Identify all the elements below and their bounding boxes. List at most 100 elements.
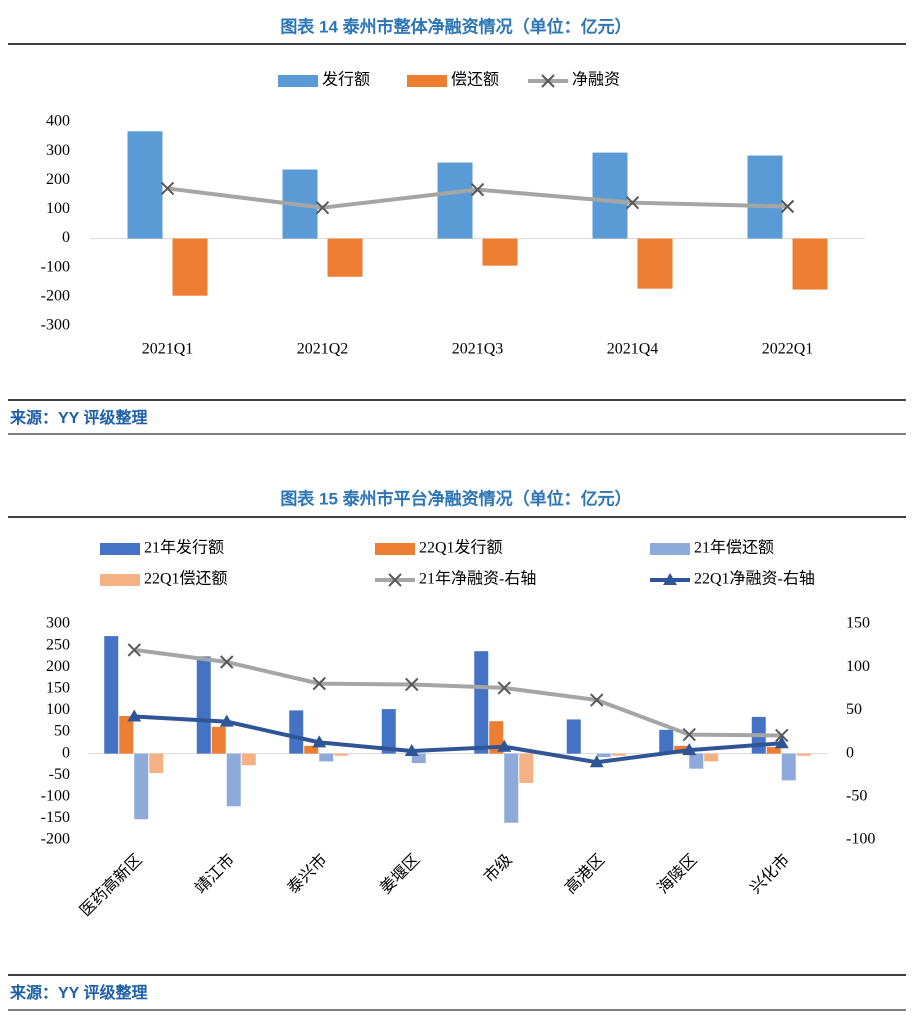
y-tick-label: 100 (46, 701, 70, 718)
line-marker (497, 681, 511, 695)
line-marker (312, 735, 327, 748)
bar (211, 726, 226, 754)
bar (796, 753, 811, 756)
y-tick-label: 200 (46, 658, 70, 675)
x-tick-label: 高港区 (561, 851, 608, 898)
line-marker (405, 677, 419, 692)
x-tick-label: 2021Q3 (452, 341, 504, 358)
y-tick-label: 200 (46, 171, 70, 188)
bar (781, 753, 796, 781)
y-tick-label: 0 (62, 744, 70, 761)
y-tick-label: 100 (46, 200, 70, 217)
bar (659, 729, 674, 754)
line-marker (470, 182, 485, 197)
line (134, 714, 782, 765)
y-tick-label: 250 (46, 636, 70, 653)
y-tick-label: -200 (41, 831, 70, 848)
x-tick-label: 2021Q1 (142, 341, 194, 358)
y-tick-label: -100 (41, 787, 70, 804)
bar (611, 753, 626, 756)
line (133, 647, 782, 738)
line-marker (774, 736, 789, 749)
legend-marker (541, 74, 555, 88)
y2-tick-label: 50 (846, 701, 862, 718)
legend-label: 偿还额 (451, 71, 499, 89)
bar (226, 753, 241, 807)
y-tick-label: -200 (41, 288, 70, 305)
bar (689, 753, 704, 769)
bar (327, 238, 363, 277)
legend-marker (663, 573, 677, 585)
line-marker (682, 727, 696, 742)
line-marker (780, 199, 795, 214)
bar (596, 753, 611, 758)
y-tick-label: 300 (46, 615, 70, 632)
bar (196, 656, 211, 754)
x-tick-label: 市级 (480, 851, 515, 886)
y2-tick-label: 0 (846, 744, 854, 761)
figure-title: 图表 14 泰州市整体净融资情况（单位：亿元） (280, 16, 631, 36)
bar (127, 131, 163, 239)
legend-label: 净融资 (572, 71, 620, 89)
y-tick-label: 0 (62, 229, 70, 246)
source: 来源：YY 评级整理 (9, 983, 148, 1002)
bar (304, 745, 319, 754)
legend-label: 22Q1发行额 (419, 539, 503, 557)
line-marker (497, 739, 512, 752)
line-marker (312, 676, 326, 691)
y2-tick-label: 150 (846, 615, 870, 632)
x-tick-label: 靖江市 (191, 851, 238, 898)
bar (149, 753, 164, 774)
bar (504, 753, 519, 823)
bar (411, 753, 426, 764)
x-tick-label: 兴化市 (746, 851, 793, 898)
line-marker (590, 693, 604, 707)
bar (704, 753, 719, 762)
x-tick-label: 医药高新区 (76, 851, 145, 920)
y-tick-label: 50 (54, 723, 70, 740)
bar (474, 651, 489, 754)
legend-label: 22Q1净融资-右轴 (694, 570, 815, 588)
y2-tick-label: -100 (846, 831, 875, 848)
x-tick-label: 海陵区 (654, 851, 701, 898)
y2-tick-label: 100 (846, 658, 870, 675)
bar (104, 636, 119, 754)
legend-marker (388, 573, 402, 587)
y2-tick-label: -50 (846, 787, 867, 804)
x-tick-label: 姜堰区 (376, 851, 423, 898)
line-marker (219, 714, 234, 727)
bar (766, 747, 781, 754)
bar (792, 238, 828, 290)
bar (437, 162, 473, 239)
legend-swatch (375, 543, 415, 555)
line-marker (160, 181, 175, 196)
legend-swatch (650, 543, 690, 555)
legend-label: 21年发行额 (144, 539, 224, 557)
bar (482, 238, 518, 266)
bar (566, 719, 581, 754)
bar (134, 753, 149, 820)
y-tick-label: -100 (41, 258, 70, 275)
legend-swatch (100, 543, 140, 555)
bar (747, 155, 783, 239)
y-tick-label: 150 (46, 679, 70, 696)
bar (637, 238, 673, 289)
bar (289, 710, 304, 754)
bar (592, 152, 628, 239)
line-marker (127, 643, 141, 657)
legend-label: 发行额 (322, 71, 370, 89)
bar (119, 716, 134, 754)
bar (519, 753, 534, 783)
bar (381, 709, 396, 754)
line-marker (625, 196, 640, 210)
x-tick-label: 泰兴市 (284, 851, 331, 898)
line (167, 186, 788, 210)
bar (172, 238, 208, 296)
y-tick-label: -300 (41, 317, 70, 334)
line-marker (404, 744, 419, 757)
legend-label: 21年偿还额 (694, 539, 774, 557)
y-tick-label: 300 (46, 142, 70, 159)
line-marker (220, 655, 234, 669)
y-tick-label: -50 (49, 766, 70, 783)
